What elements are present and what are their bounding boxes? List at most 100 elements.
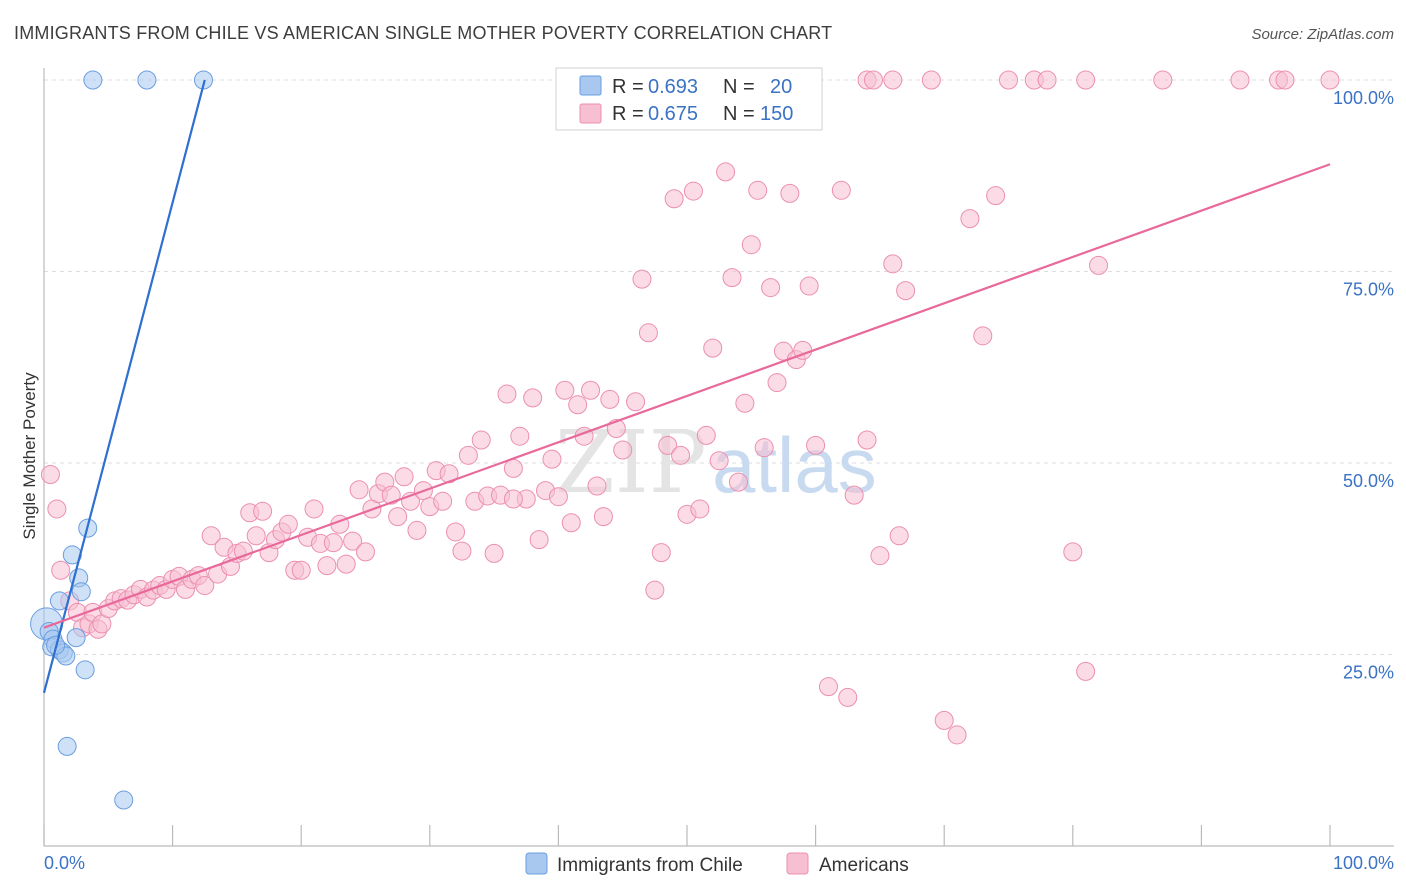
point-americans-92: [632, 269, 652, 289]
x-tick-label-max: 100.0%: [1333, 853, 1394, 873]
point-americans-128: [896, 281, 916, 301]
y-tick-label-50: 50.0%: [1343, 471, 1394, 491]
point-americans-45: [323, 533, 343, 553]
point-americans-120: [818, 677, 838, 697]
point-americans-123: [844, 485, 864, 505]
point-americans-25: [195, 576, 215, 596]
y-axis-label: Single Mother Poverty: [20, 372, 39, 540]
point-americans-142: [1037, 70, 1057, 90]
bottom-legend-label-americans: Americans: [819, 855, 909, 876]
point-americans-31: [233, 541, 253, 561]
point-chile-16: [75, 660, 95, 680]
point-americans-77: [529, 530, 549, 550]
legend-r-label-americans: R =: [612, 103, 644, 125]
point-americans-40: [291, 560, 311, 580]
point-americans-133: [986, 186, 1006, 206]
point-americans-150: [1275, 70, 1295, 90]
point-americans-72: [497, 384, 517, 404]
point-americans-145: [1230, 70, 1250, 90]
point-americans-118: [799, 276, 819, 296]
trend-line-chile: [42, 79, 206, 694]
point-americans-107: [728, 472, 748, 492]
point-americans-109: [741, 235, 761, 255]
point-americans-137: [999, 70, 1018, 90]
point-americans-125: [870, 546, 890, 566]
point-americans-42: [304, 499, 324, 519]
x-tick-label-min: 0.0%: [44, 853, 85, 873]
point-americans-50: [356, 542, 375, 562]
point-americans-144: [1153, 70, 1173, 90]
correlation-legend: R = 0.693 N = 20 R = 0.675 N = 150: [555, 67, 823, 131]
point-americans-115: [780, 183, 800, 203]
point-americans-44: [317, 556, 337, 576]
legend-swatch-chile: [579, 75, 602, 96]
point-americans-151: [503, 489, 523, 509]
point-americans-110: [748, 180, 768, 200]
point-americans-136: [1089, 255, 1109, 275]
bottom-legend-swatch-americans: [786, 852, 809, 875]
point-americans-54: [381, 485, 401, 505]
point-americans-135: [1076, 661, 1096, 681]
point-americans-149: [863, 70, 883, 90]
point-americans-62: [433, 491, 453, 511]
point-americans-90: [613, 440, 633, 460]
point-americans-76: [523, 388, 543, 408]
y-tick-label-100: 100.0%: [1333, 88, 1394, 108]
point-americans-80: [548, 487, 568, 507]
legend-n-label-chile: N =: [723, 76, 755, 98]
point-americans-34: [253, 501, 273, 521]
point-americans-91: [626, 392, 646, 412]
bottom-legend-label-chile: Immigrants from Chile: [557, 855, 743, 876]
point-americans-94: [645, 580, 665, 600]
point-americans-88: [600, 389, 620, 409]
point-americans-47: [336, 554, 356, 574]
bottom-legend-swatch-chile: [525, 852, 548, 875]
legend-n-value-chile: 20: [770, 76, 792, 98]
point-americans-108: [735, 393, 755, 413]
source-credit: Source: ZipAtlas.com: [1251, 26, 1394, 43]
point-americans-112: [761, 278, 781, 298]
point-americans-1: [47, 499, 67, 519]
point-americans-96: [658, 435, 678, 455]
point-chile-18: [114, 790, 134, 810]
point-americans-85: [581, 380, 601, 400]
point-chile-1: [137, 70, 157, 90]
legend-r-value-americans: 0.675: [648, 103, 698, 125]
point-americans-131: [960, 209, 980, 229]
point-americans-127: [889, 526, 909, 546]
point-americans-33: [246, 526, 266, 546]
point-americans-104: [709, 451, 729, 471]
point-americans-64: [446, 522, 466, 542]
point-americans-102: [696, 425, 716, 445]
point-americans-38: [278, 514, 298, 534]
point-americans-147: [1320, 70, 1340, 90]
x-axis-ticks: [43, 825, 1331, 846]
point-chile-0: [83, 70, 103, 90]
legend-r-label-chile: R =: [612, 76, 644, 98]
point-americans-48: [343, 531, 363, 551]
point-americans-119: [806, 435, 826, 455]
trend-line-americans: [43, 163, 1331, 629]
point-americans-130: [947, 725, 967, 745]
point-americans-55: [388, 507, 408, 527]
point-americans-134: [1063, 542, 1083, 562]
point-americans-2: [51, 560, 71, 580]
point-americans-129: [934, 710, 954, 730]
point-americans-143: [1076, 70, 1096, 90]
point-americans-70: [484, 543, 504, 563]
chart-title: IMMIGRANTS FROM CHILE VS AMERICAN SINGLE…: [14, 23, 832, 43]
point-americans-73: [503, 458, 523, 478]
point-americans-66: [458, 445, 478, 465]
series-immigrants-from-chile: [30, 70, 213, 810]
point-americans-83: [568, 395, 588, 415]
point-americans-106: [722, 268, 742, 288]
point-americans-86: [587, 476, 607, 496]
point-americans-93: [638, 323, 658, 343]
series-legend: Immigrants from Chile Americans: [525, 852, 909, 876]
legend-r-value-chile: 0.693: [648, 76, 698, 98]
point-americans-113: [767, 373, 787, 393]
point-americans-87: [593, 507, 613, 527]
point-americans-98: [671, 445, 691, 465]
point-americans-74: [510, 426, 530, 446]
